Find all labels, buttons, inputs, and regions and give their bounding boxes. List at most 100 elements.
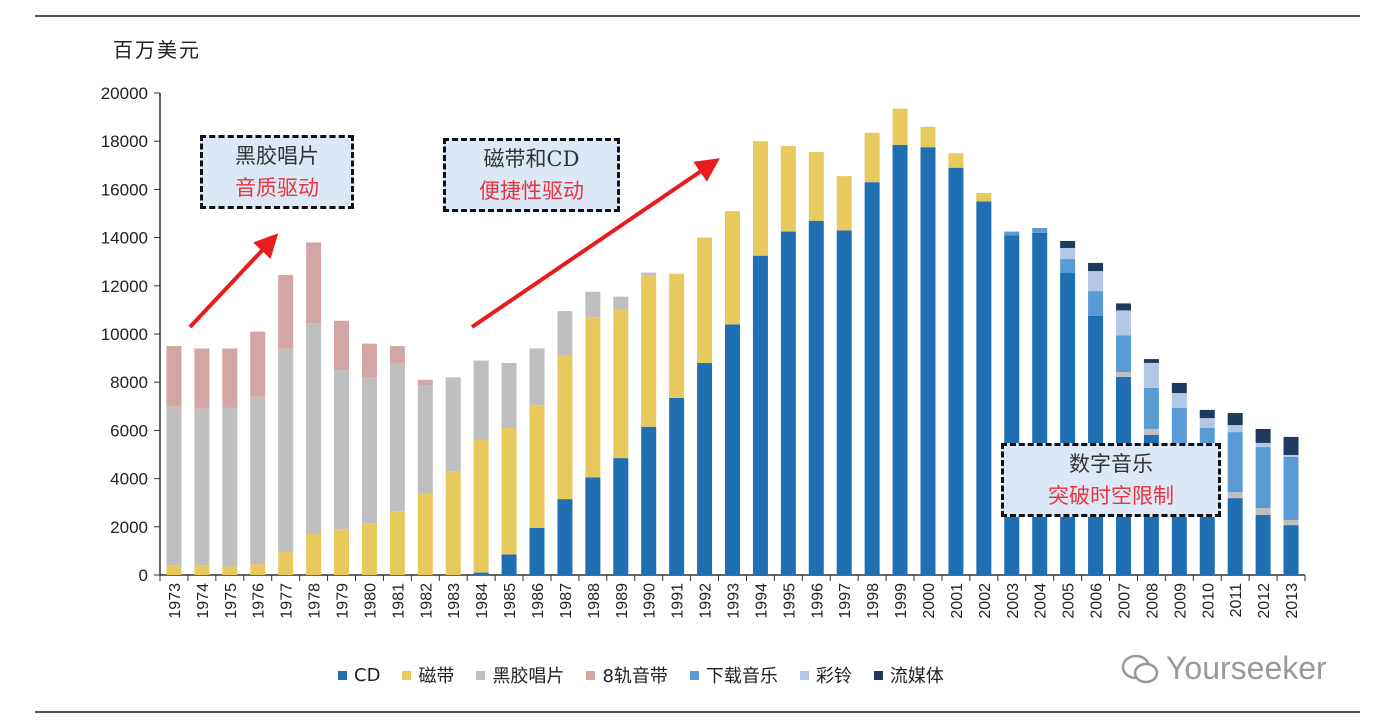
y-tick-label: 18000: [101, 132, 148, 151]
bar-segment: [920, 147, 936, 575]
legend-label: 流媒体: [889, 666, 944, 687]
annotation-subtitle: 便捷性驱动: [479, 179, 584, 203]
x-tick-label: 2011: [1228, 583, 1245, 618]
bar-segment: [445, 471, 461, 575]
legend-label: CD: [354, 664, 381, 686]
bar-segment: [641, 274, 657, 427]
bar-segment: [557, 355, 573, 500]
bar-segment: [836, 176, 852, 231]
bar-segment: [1115, 335, 1131, 373]
legend-label: 彩铃: [815, 666, 852, 687]
bar-segment: [306, 323, 322, 535]
bar-segment: [613, 458, 629, 575]
x-tick-label: 1995: [781, 583, 798, 619]
legend-item: 8轨音带: [586, 662, 668, 688]
bar-segment: [1283, 520, 1299, 526]
bar-segment: [892, 108, 908, 145]
bar-segment: [697, 237, 713, 363]
x-tick-label: 2006: [1089, 583, 1106, 619]
x-tick-label: 2001: [949, 583, 966, 619]
x-tick-label: 1987: [558, 583, 575, 619]
bar-segment: [1255, 508, 1271, 515]
bar-segment: [1004, 231, 1020, 236]
legend-item: 彩铃: [799, 662, 852, 688]
legend-swatch: [799, 670, 809, 680]
bar-segment: [948, 167, 964, 575]
bar-segment: [1060, 273, 1076, 575]
y-axis-unit-label: 百万美元: [113, 38, 201, 62]
bar-segment: [1115, 303, 1131, 311]
bar-segment: [473, 360, 489, 441]
bar-segment: [222, 566, 238, 575]
bar-segment: [613, 296, 629, 310]
x-tick-label: 2008: [1144, 583, 1161, 619]
bar-segment: [864, 132, 880, 183]
x-tick-label: 1974: [195, 583, 212, 619]
wechat-icon: [1121, 654, 1159, 683]
bar-segment: [1227, 413, 1243, 426]
bar-segment: [1088, 291, 1104, 316]
bar-segment: [1060, 259, 1076, 274]
bar-segment: [1004, 235, 1020, 575]
bar-segment: [1143, 387, 1159, 429]
bar-segment: [1199, 418, 1215, 428]
bar-segment: [194, 565, 210, 575]
bar-segment: [1255, 447, 1271, 509]
bar-segment: [948, 153, 964, 168]
y-tick-label: 14000: [101, 229, 148, 248]
bar-segment: [1227, 432, 1243, 493]
bar-segment: [473, 572, 489, 575]
bar-segment: [417, 493, 433, 575]
bar-segment: [669, 273, 685, 398]
bar-segment: [585, 291, 601, 318]
x-tick-label: 1999: [893, 583, 910, 619]
bar-segment: [389, 346, 405, 363]
bar-segment: [1143, 428, 1159, 435]
bar-segment: [529, 528, 545, 575]
bottom-rule: [35, 711, 1360, 713]
bar-segment: [1143, 362, 1159, 388]
bar-segment: [1032, 227, 1048, 233]
legend-swatch: [476, 670, 486, 680]
bar-segment: [389, 362, 405, 512]
x-tick-label: 1982: [418, 583, 435, 619]
bar-segment: [1227, 498, 1243, 575]
bar-segment: [1171, 393, 1187, 408]
bar-segment: [836, 230, 852, 575]
x-tick-label: 1981: [390, 583, 407, 619]
bar-segment: [585, 477, 601, 575]
x-tick-label: 2002: [977, 583, 994, 619]
red-arrow: [188, 233, 279, 329]
bar-segment: [669, 397, 685, 575]
x-tick-label: 1989: [614, 583, 631, 619]
annotation-title: 黑胶唱片: [235, 144, 319, 168]
legend-swatch: [873, 670, 883, 680]
top-rule: [35, 15, 1360, 17]
legend-label: 黑胶唱片: [492, 666, 565, 687]
legend-item: 磁带: [402, 662, 454, 688]
annotation-title: 数字音乐: [1069, 452, 1153, 476]
bar-segment: [557, 311, 573, 356]
annotation-digital: 数字音乐 突破时空限制: [1001, 443, 1221, 517]
x-tick-label: 2007: [1116, 583, 1133, 619]
red-arrow: [470, 158, 720, 329]
x-tick-label: 1983: [446, 583, 463, 619]
bar-segment: [641, 426, 657, 575]
bar-segment: [389, 511, 405, 575]
bar-segment: [1115, 310, 1131, 336]
bar-segment: [613, 309, 629, 459]
bar-segment: [445, 377, 461, 472]
bar-segment: [166, 565, 182, 575]
bar-segment: [501, 554, 517, 575]
legend-swatch: [689, 670, 699, 680]
bar-segment: [194, 408, 210, 566]
bar-segment: [278, 348, 294, 553]
x-tick-label: 1978: [307, 583, 324, 619]
bar-segment: [166, 346, 182, 407]
x-tick-label: 1994: [753, 583, 770, 619]
bar-segment: [250, 564, 266, 575]
x-tick-label: 1977: [279, 583, 296, 619]
x-tick-label: 2010: [1200, 583, 1217, 619]
bar-segment: [780, 146, 796, 232]
